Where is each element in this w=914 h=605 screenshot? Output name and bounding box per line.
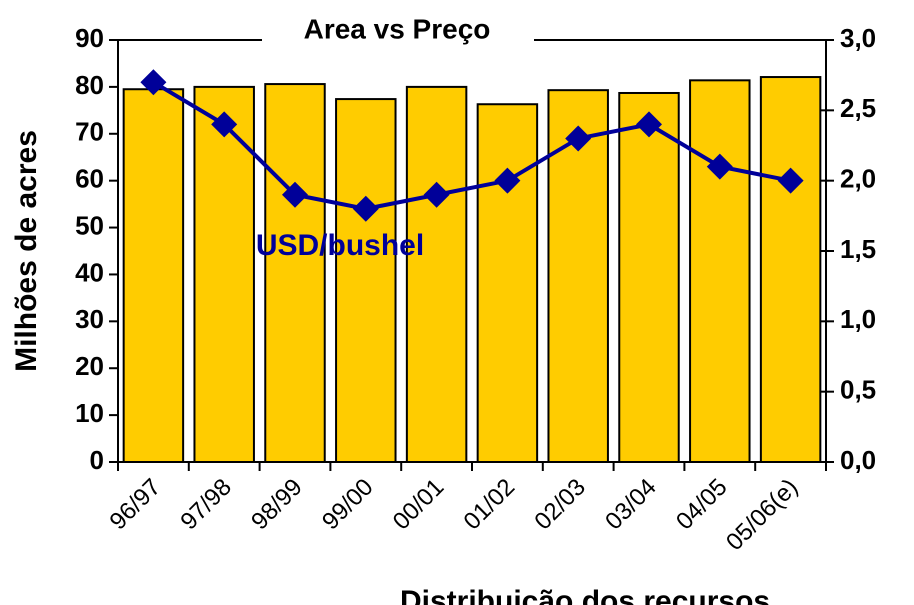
y-axis-label: Milhões de acres <box>10 130 43 372</box>
y-tick-label: 0 <box>90 445 104 475</box>
title-background <box>262 14 534 54</box>
bar <box>122 88 185 463</box>
x-tick-label: 04/05 <box>671 474 733 536</box>
y2-tick-label: 0,5 <box>840 375 876 405</box>
price-marker <box>423 181 450 208</box>
bar <box>193 85 255 463</box>
y-tick-label: 50 <box>75 210 104 240</box>
price-marker <box>211 111 238 138</box>
x-tick-label: 03/04 <box>600 474 662 536</box>
y-tick-label: 40 <box>75 257 104 287</box>
bar <box>618 91 680 464</box>
price-line <box>152 80 791 211</box>
y-tick-label: 70 <box>75 117 104 147</box>
x-tick-label: 05/06(e) <box>721 474 803 556</box>
price-marker <box>565 125 592 152</box>
price-marker <box>494 167 521 194</box>
price-marker <box>706 153 733 180</box>
x-axis-label: Distribuição dos recursos <box>400 585 770 605</box>
price-marker <box>140 69 167 96</box>
y2-tick-label: 1,5 <box>840 234 876 264</box>
bar <box>405 85 468 463</box>
y2-tick-label: 2,5 <box>840 93 876 123</box>
y-tick-label: 30 <box>75 304 104 334</box>
y-tick-label: 20 <box>75 351 104 381</box>
y-tick-label: 90 <box>75 23 104 53</box>
bar <box>335 98 397 464</box>
y2-tick-label: 2,0 <box>840 164 876 194</box>
price-marker <box>777 167 804 194</box>
price-marker <box>636 111 662 138</box>
y2-tick-label: 3,0 <box>840 23 876 53</box>
x-tick-label: 01/02 <box>459 474 521 536</box>
y2-tick-label: 0,0 <box>840 445 876 475</box>
x-tick-label: 96/97 <box>105 474 167 536</box>
chart-title: Area vs Preço <box>304 13 491 44</box>
y-tick-label: 60 <box>75 164 104 194</box>
x-tick-label: 97/98 <box>175 474 237 536</box>
price-marker <box>352 195 379 222</box>
y-tick-label: 80 <box>75 70 104 100</box>
bar <box>689 79 751 464</box>
y-tick-label: 10 <box>75 398 104 428</box>
bar <box>759 76 822 463</box>
x-tick-label: 00/01 <box>388 474 450 536</box>
annotation: USD/bushel <box>256 229 424 262</box>
x-tick-label: 02/03 <box>529 474 591 536</box>
price-marker <box>282 181 308 208</box>
x-tick-label: 99/00 <box>317 474 379 536</box>
bar <box>264 83 326 463</box>
x-tick-label: 98/99 <box>246 474 308 536</box>
bar <box>476 103 539 463</box>
y2-tick-label: 1,0 <box>840 304 876 334</box>
